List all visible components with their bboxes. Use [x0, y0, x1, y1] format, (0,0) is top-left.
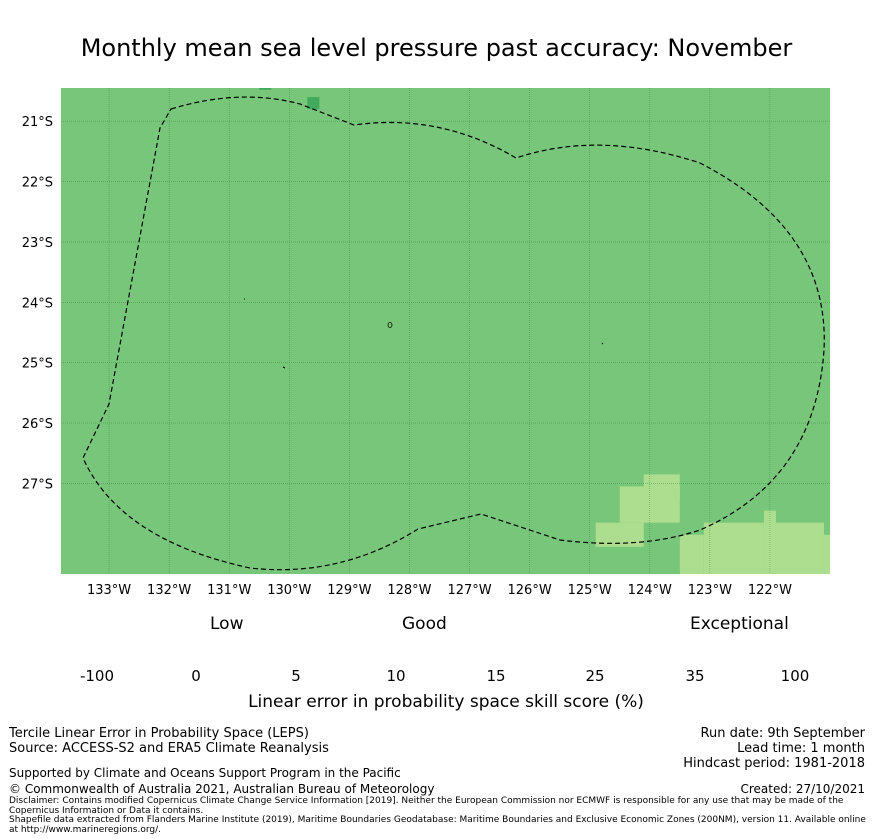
method-text: Tercile Linear Error in Probability Spac… [9, 726, 309, 741]
longitude-label: 127°W [447, 583, 491, 598]
longitude-label: 129°W [327, 583, 371, 598]
eez-boundary [82, 96, 825, 571]
colorbar-tick: 15 [486, 667, 506, 685]
latitude-label: 22°S [22, 176, 53, 191]
colorbar-tick: 100 [780, 667, 810, 685]
latitude-label: 24°S [22, 296, 53, 311]
skill-patch [643, 474, 680, 499]
colorbar-tick: 35 [685, 667, 705, 685]
longitude-label: 128°W [387, 583, 431, 598]
colorbar-exceptional-label: Exceptional [690, 614, 789, 634]
longitude-label: 123°W [688, 583, 732, 598]
colorbar-tick: 10 [386, 667, 406, 685]
chart-title: Monthly mean sea level pressure past acc… [80, 34, 793, 62]
skill-patch [679, 534, 704, 574]
latitude-label: 23°S [22, 236, 53, 251]
skill-patch [259, 88, 272, 90]
longitude-label: 124°W [628, 583, 672, 598]
colorbar-tick: 5 [291, 667, 301, 685]
skill-patch [703, 522, 764, 574]
longitude-label: 130°W [267, 583, 311, 598]
created-date-text: Created: 27/10/2021 [740, 782, 865, 796]
skill-patch [775, 522, 824, 574]
latitude-label: 26°S [22, 417, 53, 432]
map-background [61, 88, 830, 574]
colorbar-tick: 0 [191, 667, 201, 685]
source-text: Source: ACCESS-S2 and ERA5 Climate Reana… [9, 741, 329, 756]
disclaimer-text: Disclaimer: Contains modified Copernicus… [9, 796, 844, 816]
longitude-label: 132°W [147, 583, 191, 598]
graticule [61, 88, 830, 574]
colorbar-good-label: Good [402, 614, 447, 634]
colorbar-tick: 25 [585, 667, 605, 685]
longitude-labels: 133°W 132°W 131°W 130°W 129°W 128°W 127°W 126°W… [87, 583, 792, 598]
longitude-label: 125°W [568, 583, 612, 598]
support-text: Supported by Climate and Oceans Support … [9, 766, 401, 780]
longitude-label: 122°W [748, 583, 792, 598]
skill-patches [259, 88, 830, 574]
colorbar-low-label: Low [210, 614, 244, 634]
longitude-label: 126°W [508, 583, 552, 598]
copyright-text: © Commonwealth of Australia 2021, Austra… [9, 782, 435, 796]
latitude-label: 25°S [22, 357, 53, 372]
longitude-label: 131°W [207, 583, 251, 598]
hindcast-period-text: Hindcast period: 1981-2018 [683, 756, 865, 771]
run-date-text: Run date: 9th September [700, 726, 865, 741]
skill-patch [823, 534, 830, 574]
latitude-label: 27°S [22, 477, 53, 492]
latitude-labels: 21°S 22°S 23°S 24°S 25°S 26°S 27°S [22, 115, 53, 492]
colorbar-tick: -100 [79, 667, 115, 685]
islands [244, 298, 604, 369]
lead-time-text: Lead time: 1 month [737, 741, 865, 756]
skill-patch [307, 97, 320, 110]
longitude-label: 133°W [87, 583, 131, 598]
skill-map: 133°W 132°W 131°W 130°W 129°W 128°W 127°W 126°W… [22, 88, 830, 598]
shapefile-credit-text: Shapefile data extracted from Flanders M… [9, 815, 866, 835]
colorbar-axis-label: Linear error in probability space skill … [248, 692, 644, 712]
latitude-label: 21°S [22, 115, 53, 130]
